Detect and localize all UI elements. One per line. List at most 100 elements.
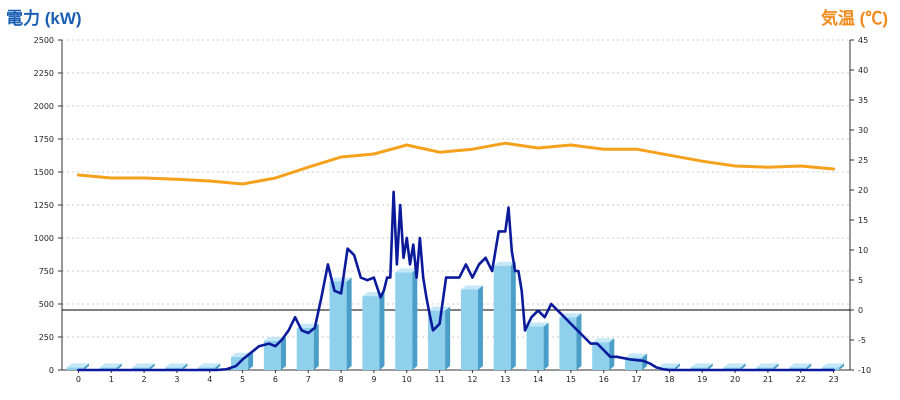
power-bar-front: [559, 317, 577, 370]
left-tick-label: 2250: [34, 69, 54, 78]
x-tick-label: 6: [273, 375, 278, 384]
x-tick-label: 9: [371, 375, 376, 384]
power-bar-front: [493, 265, 511, 370]
power-bar: [296, 323, 319, 370]
x-tick-label: 1: [109, 375, 114, 384]
x-tick-label: 3: [174, 375, 179, 384]
power-bar-front: [296, 327, 314, 370]
lines: [76, 141, 836, 372]
x-tick-label: 20: [730, 375, 740, 384]
power-bar: [362, 292, 385, 370]
power-bar-side: [839, 363, 845, 370]
left-tick-label: 2500: [34, 36, 54, 45]
power-bar-top: [822, 363, 845, 368]
x-tick-label: 11: [434, 375, 444, 384]
power-bar: [493, 261, 516, 370]
power-bar-front: [362, 296, 380, 370]
power-bar-top: [460, 285, 483, 290]
power-bar: [822, 363, 845, 370]
x-tick-label: 10: [402, 375, 412, 384]
power-bar-top: [296, 323, 319, 328]
power-bar: [723, 363, 746, 370]
right-tick-label: 25: [858, 156, 868, 165]
power-bar-front: [165, 367, 183, 370]
power-bar: [460, 285, 483, 370]
power-bar: [559, 313, 582, 370]
power-bar-side: [707, 363, 713, 370]
power-bar-top: [690, 363, 713, 368]
right-tick-label: -10: [858, 366, 871, 375]
power-bar-side: [773, 363, 779, 370]
power-bar: [99, 363, 122, 370]
power-bar: [395, 268, 418, 370]
power-bar: [789, 363, 812, 370]
power-bar-side: [215, 363, 221, 370]
x-tick-label: 12: [467, 375, 477, 384]
right-tick-label: 5: [858, 276, 863, 285]
left-tick-label: 2000: [34, 102, 54, 111]
power-bar-top: [395, 268, 418, 273]
temperature-line: [76, 141, 836, 186]
x-tick-label: 19: [697, 375, 707, 384]
power-bar: [526, 322, 549, 370]
x-tick-label: 16: [599, 375, 609, 384]
power-bar-top: [493, 261, 516, 266]
power-bar-top: [99, 363, 122, 368]
power-bar: [165, 363, 188, 370]
power-bar-front: [723, 367, 741, 370]
tick-labels: 02505007501000125015001750200022502500-1…: [34, 36, 871, 384]
x-tick-label: 18: [664, 375, 674, 384]
right-tick-label: 20: [858, 186, 868, 195]
power-bar-front: [756, 367, 774, 370]
power-bar-front: [198, 367, 216, 370]
power-bar: [690, 363, 713, 370]
left-tick-label: 1250: [34, 201, 54, 210]
power-bar-top: [625, 353, 648, 358]
x-tick-label: 14: [533, 375, 543, 384]
left-tick-label: 1750: [34, 135, 54, 144]
left-tick-label: 250: [39, 333, 54, 342]
right-tick-label: 0: [858, 306, 863, 315]
power-bar-front: [460, 289, 478, 370]
power-bar-top: [723, 363, 746, 368]
power-bar-side: [740, 363, 746, 370]
x-tick-label: 7: [306, 375, 311, 384]
x-tick-label: 15: [566, 375, 576, 384]
power-bar: [592, 338, 615, 370]
x-tick-label: 2: [142, 375, 147, 384]
power-bar: [66, 363, 89, 370]
power-bar-side: [576, 313, 582, 370]
right-tick-label: 45: [858, 36, 868, 45]
x-tick-label: 0: [76, 375, 81, 384]
power-bar-side: [445, 306, 451, 370]
left-axis-title: 電力 (kW): [6, 9, 82, 28]
left-tick-label: 750: [39, 267, 54, 276]
power-bar-top: [789, 363, 812, 368]
power-bar-front: [822, 367, 840, 370]
power-bar-top: [165, 363, 188, 368]
power-bar-side: [543, 322, 549, 370]
power-bar-front: [329, 281, 347, 370]
power-bar-top: [657, 363, 680, 368]
power-bar: [428, 306, 451, 370]
power-bar-top: [329, 277, 352, 282]
right-tick-label: 40: [858, 66, 868, 75]
left-tick-label: 500: [39, 300, 54, 309]
left-tick-label: 1000: [34, 234, 54, 243]
power-bar-top: [592, 338, 615, 343]
power-bar-top: [756, 363, 779, 368]
power-bar-side: [248, 352, 254, 370]
power-bar-side: [510, 261, 516, 370]
power-bar-side: [379, 292, 385, 370]
power-bar-front: [395, 272, 413, 370]
power-bar-side: [149, 363, 155, 370]
right-tick-label: 35: [858, 96, 868, 105]
power-demand-line: [77, 190, 835, 372]
power-bar-side: [674, 363, 680, 370]
axes: [58, 39, 854, 373]
right-tick-label: 10: [858, 246, 868, 255]
power-bar-front: [592, 342, 610, 370]
power-bar-side: [83, 363, 89, 370]
right-axis-title: 気温 (℃): [820, 9, 888, 28]
power-bar-side: [116, 363, 122, 370]
